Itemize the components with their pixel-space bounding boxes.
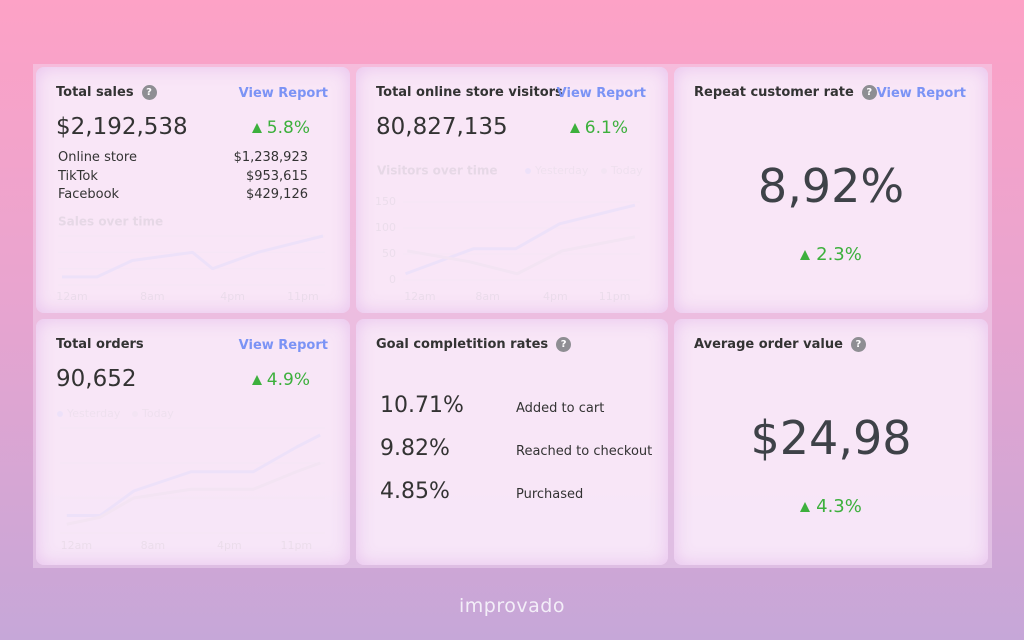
- metric-value: $2,192,538: [56, 114, 188, 140]
- up-arrow: [569, 123, 580, 133]
- view-report-link[interactable]: View Report: [556, 86, 646, 101]
- view-report-link[interactable]: View Report: [876, 86, 966, 101]
- card-title: Total online store visitors: [376, 85, 563, 100]
- change-indicator: 5.8%: [251, 118, 310, 138]
- change-value: 6.1%: [584, 118, 628, 138]
- breakdown-row: Facebook $429,126: [58, 187, 308, 202]
- up-arrow: [800, 501, 811, 512]
- big-metric: 8,92%: [757, 159, 905, 213]
- card-title: Goal completition rates: [376, 337, 549, 352]
- goal-label: Added to cart: [516, 401, 605, 416]
- change-indicator: 6.1%: [569, 118, 628, 138]
- view-report-link[interactable]: View Report: [238, 86, 328, 101]
- goal-value: 4.85%: [380, 479, 450, 504]
- card-header: Total sales?: [56, 85, 157, 100]
- breakdown-label: Facebook: [58, 187, 120, 202]
- help-icon[interactable]: ?: [556, 337, 572, 352]
- card-header: Total online store visitors: [376, 85, 563, 100]
- breakdown-label: Online store: [58, 150, 137, 165]
- goal-label: Reached to checkout: [516, 444, 653, 459]
- card-title: Repeat customer rate: [694, 85, 854, 100]
- card-header: Total orders: [56, 337, 144, 352]
- change-indicator: 4.3%: [674, 496, 988, 517]
- change-indicator: 4.9%: [251, 370, 310, 390]
- card-title: Total orders: [56, 337, 144, 352]
- card-header: Average order value?: [694, 337, 866, 352]
- card-header: Repeat customer rate?: [694, 85, 877, 100]
- card: Average order value? $24,98 4.3%: [674, 319, 988, 565]
- breakdown-label: TikTok: [58, 168, 98, 184]
- card-header: Goal completition rates?: [376, 337, 572, 352]
- card-title: Total sales: [56, 85, 134, 100]
- card: Total orders View Report 90,652 4.9%: [36, 319, 350, 565]
- up-arrow: [251, 123, 262, 133]
- up-arrow: [251, 375, 262, 385]
- card: Total online store visitors View Report 80…: [356, 67, 668, 313]
- breakdown-value: $953,615: [245, 168, 308, 184]
- help-icon[interactable]: ?: [861, 85, 877, 100]
- breakdown-row: Online store $1,238,923: [58, 150, 308, 165]
- card: Repeat customer rate? View Report 8,92% 2.3…: [674, 67, 988, 313]
- up-arrow: [800, 249, 811, 260]
- change-indicator: 2.3%: [674, 244, 988, 265]
- card-title: Average order value: [694, 337, 843, 352]
- breakdown-value: $429,126: [245, 187, 308, 202]
- metric-value: 80,827,135: [376, 114, 508, 140]
- goal-label: Purchased: [516, 487, 584, 502]
- change-value: 2.3%: [816, 244, 862, 265]
- change-value: 5.8%: [266, 118, 310, 138]
- breakdown-value: $1,238,923: [233, 150, 308, 165]
- breakdown-row: TikTok $953,615: [58, 169, 308, 184]
- goal-value: 10.71%: [380, 393, 464, 418]
- help-icon[interactable]: ?: [850, 337, 866, 352]
- big-metric: $24,98: [750, 411, 912, 465]
- help-icon[interactable]: ?: [141, 85, 157, 100]
- metric-value: 90,652: [56, 366, 137, 392]
- card: Total sales? View Report $2,192,538 5.8% Onl…: [36, 67, 350, 313]
- change-value: 4.9%: [266, 370, 310, 390]
- card: Goal completition rates? 10.71% Added to c…: [356, 319, 668, 565]
- goal-value: 9.82%: [380, 436, 450, 461]
- brand-logo: improvado: [459, 595, 565, 617]
- change-value: 4.3%: [816, 496, 862, 517]
- view-report-link[interactable]: View Report: [238, 338, 328, 353]
